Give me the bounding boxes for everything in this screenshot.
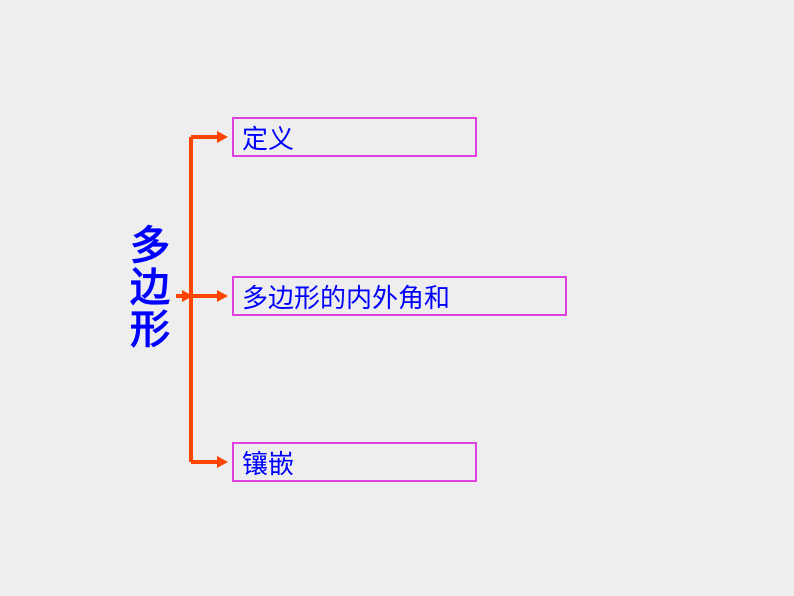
branch-box-definition: 定义 [232,117,477,157]
root-char-1: 边 [130,267,170,309]
branch-label-tessellation: 镶嵌 [242,444,294,481]
branch-label-definition: 定义 [242,119,294,156]
branch-box-angle-sum: 多边形的内外角和 [232,276,567,316]
root-char-2: 形 [130,309,170,351]
root-label: 多 边 形 [130,225,170,351]
branch-box-tessellation: 镶嵌 [232,442,477,482]
branch-label-angle-sum: 多边形的内外角和 [242,278,450,315]
root-char-0: 多 [130,225,170,267]
